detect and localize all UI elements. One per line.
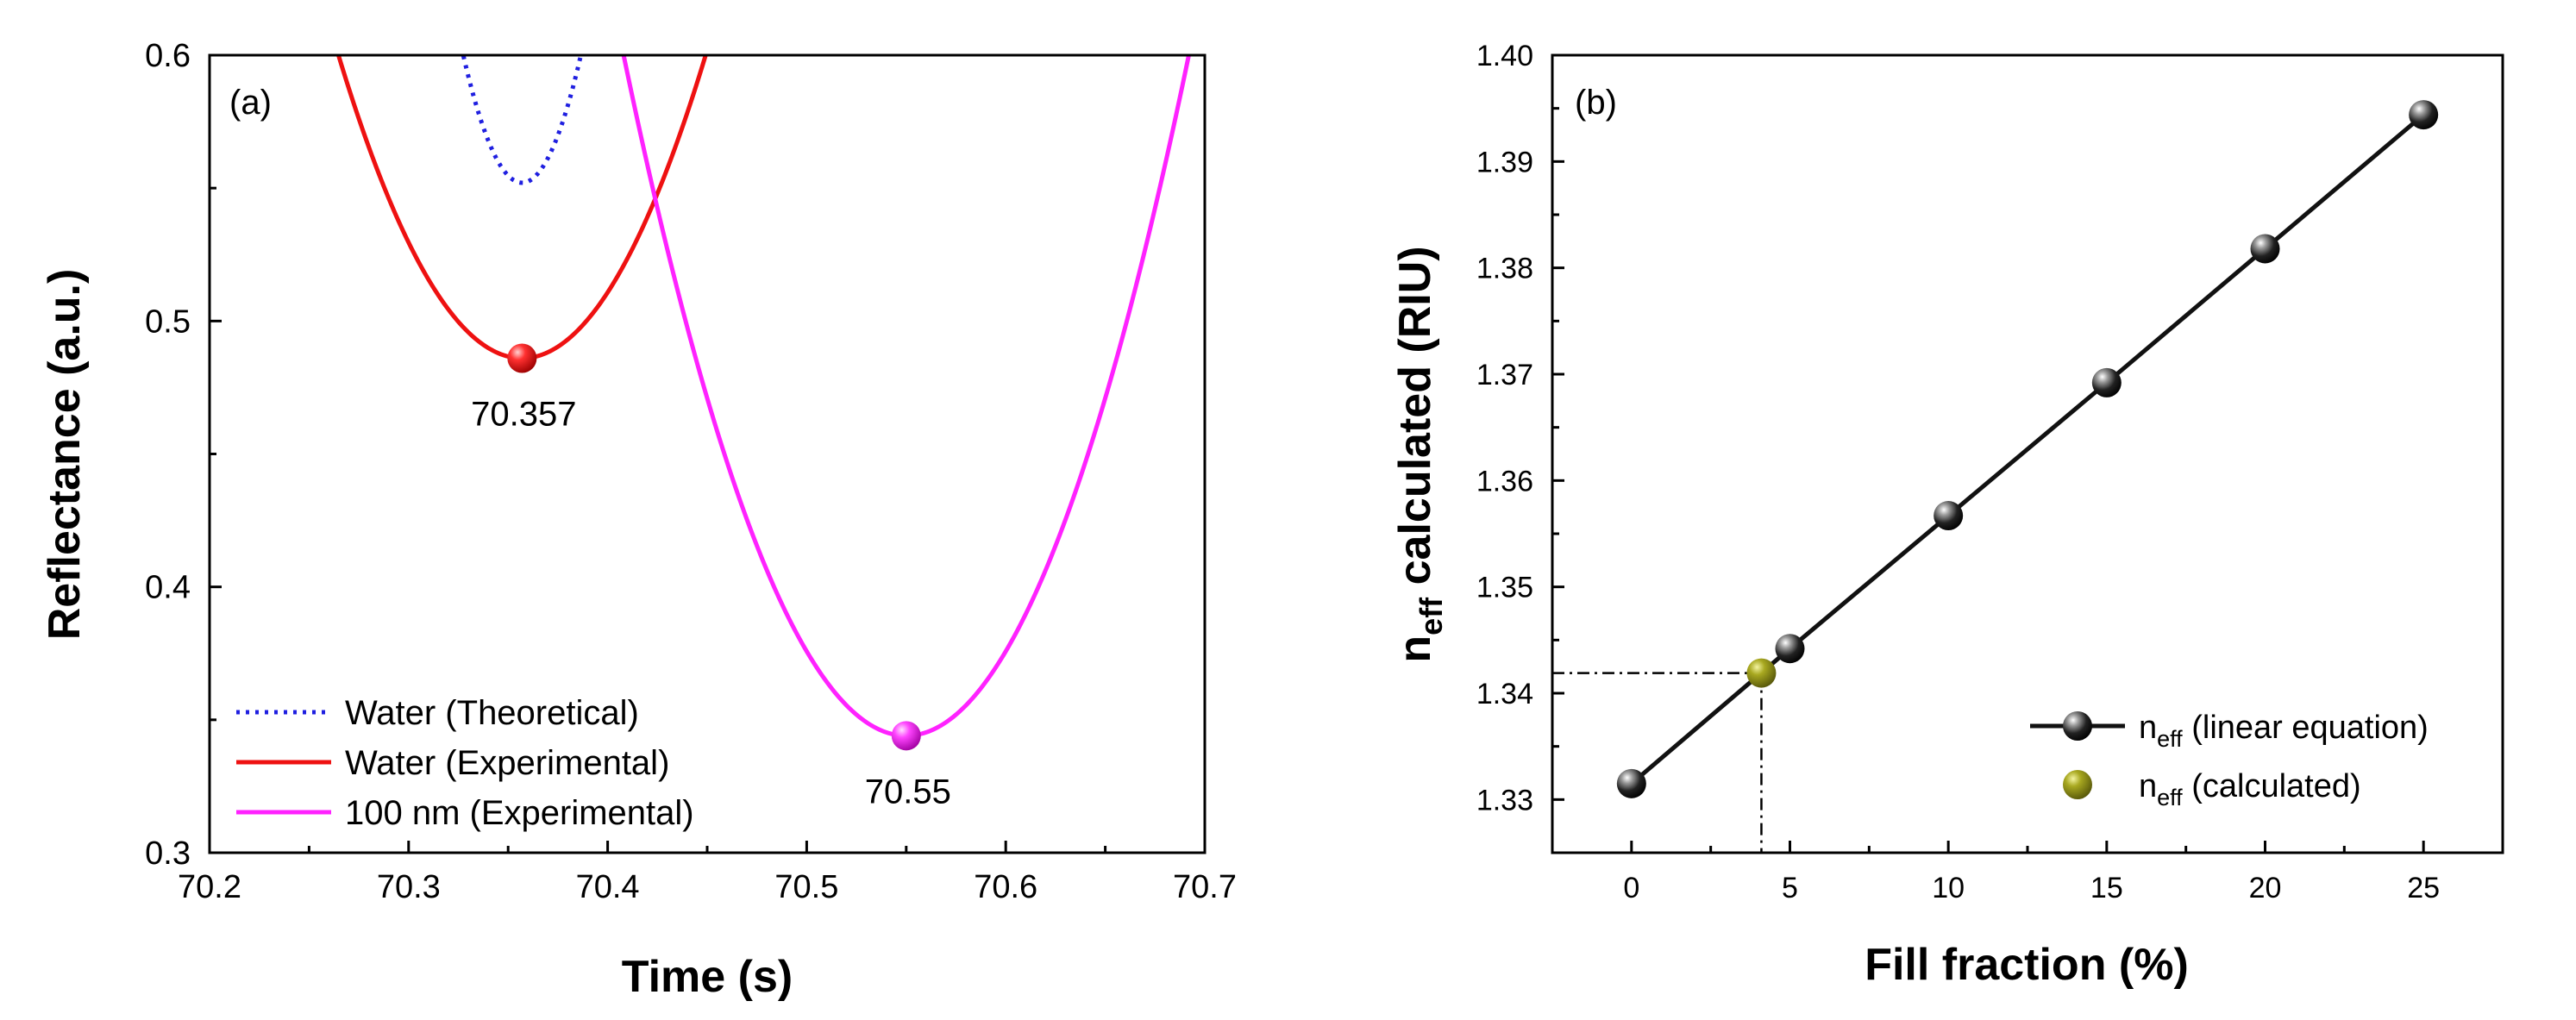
b-legend-label-linear: neff (linear equation) [2139,710,2429,752]
b-markers [1616,100,2439,798]
a-panel-label: (a) [229,84,272,122]
panel-b-neff-chart: 0 5 10 15 20 25 1.331.341.351.361.371.381.391… [1390,40,2504,990]
b-y-tick-label: 1.37 [1476,359,1533,391]
b-data-point [1775,634,1805,664]
b-x-tick-label: 5 [1782,872,1798,904]
a-x-axis-title: Time (s) [622,952,793,1002]
b-legend-linear-sub: eff [2157,726,2183,752]
a-legend-label-theoretical: Water (Theoretical) [345,694,639,732]
b-guide-lines [1552,672,1763,853]
b-y-axis-title: neff calculated (RIU) [1390,246,1449,662]
b-x-axis-title: Fill fraction (%) [1865,940,2189,990]
b-x-tick-label: 0 [1623,872,1639,904]
a-legend: Water (Theoretical) Water (Experimental)… [236,694,694,832]
a-x-tick-label: 70.7 [1173,869,1237,905]
b-legend-calc-rest: (calculated) [2183,768,2361,804]
b-y-tick-label: 1.34 [1476,678,1533,710]
b-legend-linear-main: n [2139,710,2157,746]
b-linear-series-line [1630,113,2425,785]
b-y-axis-title-sub: eff [1413,597,1449,635]
a-curve-1 [335,55,708,360]
b-legend-marker-linear [2063,711,2092,741]
b-legend-label-calculated: neff (calculated) [2139,768,2361,810]
a-minimum-label-0: 70.357 [471,396,576,434]
b-y-tick-label: 1.33 [1476,784,1533,817]
b-panel-label: (b) [1575,84,1617,122]
a-x-tick-label: 70.5 [774,869,838,905]
b-y-tick-label: 1.35 [1476,572,1533,604]
a-y-tick-label: 0.6 [145,38,191,74]
a-y-tick-label: 0.5 [145,303,191,340]
b-data-point [2250,234,2280,264]
a-curve-2 [621,55,1192,738]
b-legend-linear-rest: (linear equation) [2183,710,2429,746]
a-x-tick-label: 70.3 [377,869,441,905]
b-y-axis-title-main: n [1390,635,1440,663]
b-data-point [1616,768,1646,798]
a-markers [507,343,921,751]
a-curve-0 [461,55,584,185]
b-x-axis-ticks: 0 5 10 15 20 25 [1551,841,2504,904]
b-y-tick-label: 1.40 [1476,40,1533,72]
b-legend-marker-calculated [2063,770,2092,799]
b-x-tick-label: 25 [2407,872,2440,904]
a-x-tick-label: 70.6 [974,869,1037,905]
b-data-point [2409,100,2439,130]
b-legend-calc-main: n [2139,768,2157,804]
b-legend-calc-sub: eff [2157,785,2183,810]
b-y-tick-label: 1.39 [1476,146,1533,178]
b-y-axis-title-rest: calculated (RIU) [1390,246,1440,597]
b-y-tick-label: 1.36 [1476,465,1533,497]
b-y-axis-ticks: 1.33 1.34 1.35 1.36 1.37 1.38 1.39 1.40 [1476,40,1564,854]
a-y-axis-title: Reflectance (a.u.) [40,269,90,641]
b-x-tick-label: 20 [2249,872,2282,904]
a-plot-frame [208,53,1207,854]
a-annotations: 70.357 70.55 [471,396,951,811]
a-minimum-marker-0 [507,343,537,373]
a-x-tick-label: 70.2 [178,869,241,905]
b-legend: neff (linear equation) neff (calculated) [2030,710,2429,810]
b-series-line [1630,113,2425,785]
panel-a-reflectance-chart: 70.357 70.55 70.2 70.3 70.4 70.5 70.6 70.7 0.3… [40,38,1237,1002]
a-minimum-marker-1 [891,721,921,751]
a-curves [335,55,1192,738]
a-legend-label-water-exp: Water (Experimental) [345,744,669,782]
a-x-axis-ticks: 70.2 70.3 70.4 70.5 70.6 70.7 [178,841,1237,905]
a-minimum-label-1: 70.55 [865,773,951,810]
b-data-point [2091,367,2122,397]
a-legend-label-100nm-exp: 100 nm (Experimental) [345,794,694,832]
b-data-point [1934,501,1964,531]
b-x-tick-label: 15 [2090,872,2123,904]
a-y-tick-label: 0.4 [145,570,191,606]
a-y-axis-ticks: 0.3 0.4 0.5 0.6 [145,38,222,872]
b-x-tick-label: 10 [1932,872,1965,904]
a-x-tick-label: 70.4 [576,869,640,905]
b-calculated-point [1746,658,1777,688]
b-y-tick-label: 1.38 [1476,253,1533,285]
a-y-tick-label: 0.3 [145,835,191,872]
